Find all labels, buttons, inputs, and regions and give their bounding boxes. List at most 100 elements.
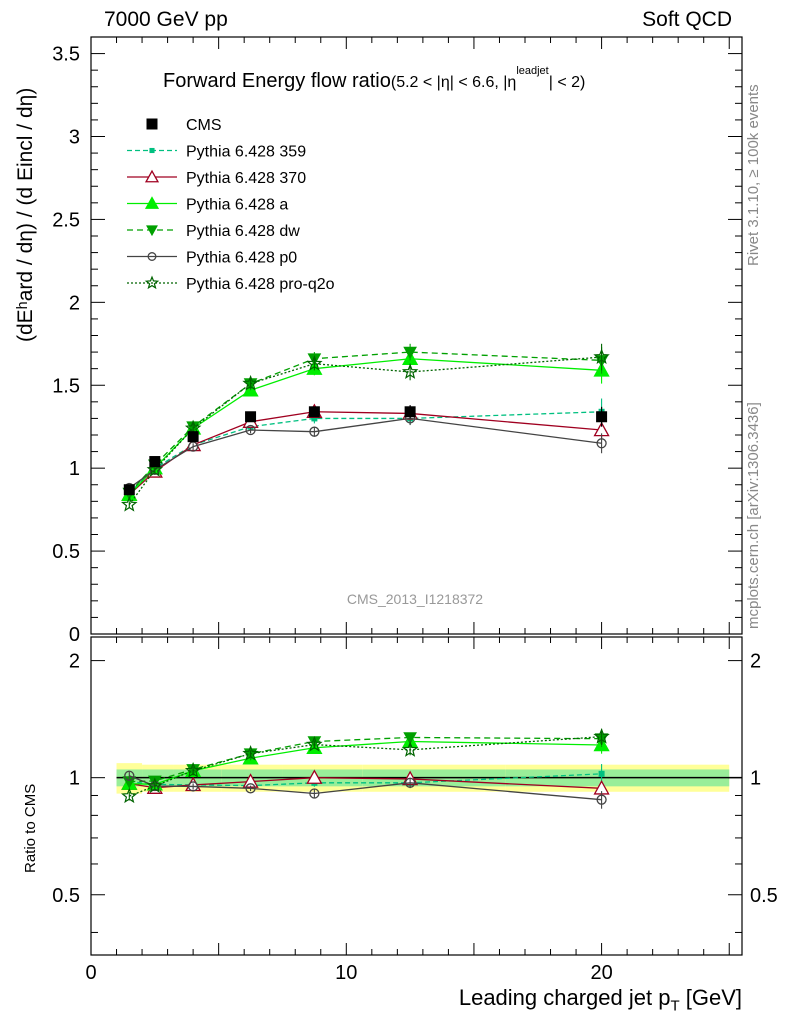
marker-square (146, 118, 158, 130)
marker-star (146, 461, 164, 477)
legend-label: Pythia 6.428 370 (186, 170, 306, 187)
y-tick-label-main: 3.5 (52, 44, 80, 66)
marker-circle (245, 783, 256, 794)
title-main: Forward Energy flow ratio (163, 70, 391, 92)
header-energy: 7000 GeV pp (104, 8, 228, 31)
marker-circle (596, 438, 607, 449)
y-axis-label-main: (dEʰard / dη) / (d Eincl / dη) (14, 87, 37, 342)
title-end: | < 2) (549, 74, 586, 91)
y-tick-label-main: 1.5 (52, 375, 80, 397)
marker-square (596, 411, 608, 423)
y-tick-label-main: 0 (69, 624, 80, 646)
axis-ticks: 0 10 20 0 0.5 1 1.5 2 2.5 3 3.5 0.5 0.5 1 1 2 2 (52, 36, 778, 984)
marker-square (245, 411, 257, 423)
marker-circle (309, 788, 320, 799)
y-tick-label-ratio: 0.5 (52, 885, 80, 907)
series-layer (121, 343, 610, 809)
x-axis-label: Leading charged jet pT [GeV] (459, 985, 742, 1014)
y-axis-label-ratio: Ratio to CMS (22, 783, 39, 873)
marker-star (593, 348, 610, 365)
title-superscript: leadjet (516, 65, 548, 77)
marker-circle (596, 794, 607, 805)
marker-star (306, 355, 323, 371)
marker-square (598, 770, 605, 777)
legend-label: Pythia 6.428 a (186, 197, 288, 214)
legend-entry-1: Pythia 6.428 370 (127, 169, 306, 187)
mcplots-label: mcplots.cern.ch [arXiv:1306.3436] (745, 402, 762, 629)
legend-label: Pythia 6.428 p0 (186, 250, 297, 267)
marker-star (242, 745, 259, 761)
marker-triangle (144, 196, 160, 209)
marker-square (149, 456, 161, 468)
marker-triangle (306, 769, 323, 784)
marker-star (401, 741, 419, 757)
marker-star (184, 762, 202, 778)
ratio-panel-frame (90, 636, 743, 956)
marker-star (144, 275, 160, 290)
marker-square (149, 147, 155, 154)
series-5 (121, 343, 610, 804)
marker-triangle (144, 169, 160, 183)
x-axis-label-unit: [GeV] (679, 985, 742, 1010)
analysis-watermark: CMS_2013_I1218372 (347, 591, 483, 607)
legend-label: Pythia 6.428 359 (186, 144, 306, 161)
series-line-main (128, 356, 602, 506)
cms-uncertainty-band (116, 763, 742, 794)
legend-entry-2: Pythia 6.428 a (127, 196, 288, 214)
x-axis-label-text: Leading charged jet p (458, 985, 671, 1010)
legend-entry-cms: CMS (146, 117, 222, 134)
marker-circle (147, 252, 157, 261)
y-tick-label-ratio: 1 (69, 768, 80, 790)
x-axis-label-subscript: T (670, 997, 680, 1015)
y-tick-label-ratio-right: 0.5 (750, 885, 778, 907)
marker-square (187, 431, 199, 443)
y-tick-label-ratio-right: 2 (750, 651, 761, 673)
x-tick-label: 0 (85, 962, 96, 984)
marker-star (121, 787, 138, 804)
marker-star (306, 735, 323, 752)
marker-square (308, 406, 320, 418)
marker-square (311, 415, 318, 422)
y-tick-label-main: 2 (69, 292, 80, 314)
chart-title: Forward Energy flow ratio(5.2 < |η| < 6.… (163, 65, 585, 92)
marker-star (401, 363, 419, 379)
x-tick-label: 10 (335, 962, 357, 984)
plot-frames (90, 36, 743, 956)
marker-square (123, 484, 135, 496)
legend-entry-0: Pythia 6.428 359 (127, 144, 306, 161)
marker-star (121, 495, 138, 512)
header-category: Soft QCD (642, 8, 732, 31)
legend-label: CMS (186, 117, 222, 134)
series-2 (121, 350, 610, 791)
marker-circle (309, 426, 320, 437)
legend: CMS Pythia 6.428 359 Pythia 6.428 370 Pythi… (127, 117, 335, 293)
y-tick-label-main: 3 (69, 127, 80, 149)
y-tick-label-main: 0.5 (52, 541, 80, 563)
marker-circle (404, 777, 416, 788)
legend-label: Pythia 6.428 pro-q2o (186, 276, 335, 293)
y-tick-label-ratio-right: 1 (750, 768, 761, 790)
series-3 (122, 343, 609, 789)
legend-entry-3: Pythia 6.428 dw (127, 223, 300, 240)
x-tick-label: 20 (590, 962, 612, 984)
y-tick-label-main: 2.5 (52, 209, 80, 231)
legend-entry-5: Pythia 6.428 pro-q2o (127, 275, 335, 293)
marker-circle (187, 781, 199, 792)
marker-circle (245, 424, 256, 436)
rivet-label: Rivet 3.1.10, ≥ 100k events (745, 84, 762, 266)
marker-triangle-down (403, 732, 417, 745)
main-panel-frame (90, 36, 743, 635)
title-range: (5.2 < |η| < 6.6, |η (391, 74, 516, 91)
series-4 (124, 411, 607, 809)
series-line-main (128, 358, 602, 496)
series-line-main (128, 417, 602, 489)
marker-triangle-down (146, 225, 158, 237)
marker-star (242, 374, 259, 391)
marker-star (146, 777, 164, 794)
y-tick-label-main: 1 (69, 458, 80, 480)
marker-square (404, 406, 416, 418)
y-tick-label-ratio: 2 (69, 651, 80, 673)
legend-entry-4: Pythia 6.428 p0 (127, 250, 297, 267)
marker-circle (124, 770, 135, 781)
